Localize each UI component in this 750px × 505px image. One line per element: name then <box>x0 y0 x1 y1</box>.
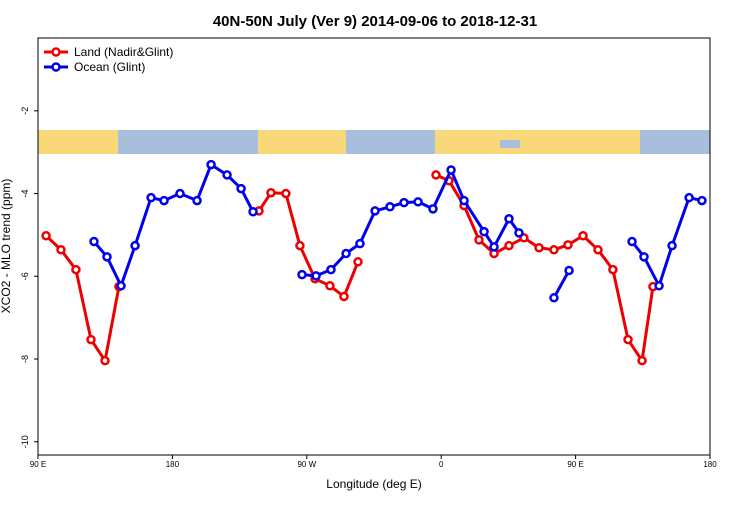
point <box>281 188 291 199</box>
point <box>370 206 380 216</box>
point <box>399 197 409 208</box>
point <box>341 248 351 259</box>
point <box>504 240 514 251</box>
point <box>385 202 395 212</box>
point <box>431 170 441 180</box>
point <box>222 170 232 180</box>
point <box>159 195 169 206</box>
point <box>89 236 99 247</box>
x-tick-label: 180 <box>166 460 180 469</box>
point <box>564 265 574 276</box>
chart-title: 40N-50N July (Ver 9) 2014-09-06 to 2018-… <box>213 13 537 30</box>
point <box>446 165 456 175</box>
y-tick-label: -10 <box>20 435 30 448</box>
point <box>608 264 618 275</box>
point <box>593 245 603 255</box>
y-tick-label: -6 <box>20 272 30 280</box>
point <box>206 159 216 170</box>
point <box>639 252 649 262</box>
point <box>428 204 438 214</box>
series-line <box>92 162 703 299</box>
map-strip <box>38 130 710 154</box>
x-tick-label: 0 <box>439 460 444 469</box>
point <box>102 252 112 262</box>
point <box>339 291 349 302</box>
point <box>667 240 677 251</box>
x-tick-label: 90 E <box>567 460 583 469</box>
point <box>413 197 423 207</box>
point <box>86 334 96 345</box>
point <box>41 230 51 241</box>
point <box>637 355 647 366</box>
point <box>130 240 140 251</box>
point <box>353 257 363 267</box>
point <box>192 195 202 206</box>
x-tick-label: 180 <box>703 460 717 469</box>
point <box>514 228 524 238</box>
y-tick-label: -2 <box>20 107 30 115</box>
legend-label: Land (Nadir&Glint) <box>74 45 173 59</box>
point <box>627 236 637 247</box>
point <box>71 264 81 275</box>
point <box>504 214 514 224</box>
point <box>236 183 246 194</box>
point <box>295 240 305 251</box>
point <box>549 245 559 255</box>
point <box>297 269 307 280</box>
point <box>549 293 559 303</box>
point <box>326 264 336 275</box>
point <box>248 207 258 217</box>
y-tick-label: -4 <box>20 190 30 198</box>
point <box>684 192 694 203</box>
plot-frame <box>37 37 711 456</box>
point <box>311 271 321 281</box>
point <box>325 281 335 291</box>
point <box>146 192 156 203</box>
point <box>56 245 66 255</box>
point <box>489 242 499 252</box>
point <box>175 188 185 199</box>
point <box>578 230 588 241</box>
point <box>100 355 110 366</box>
legend-label: Ocean (Glint) <box>74 60 145 74</box>
point <box>534 242 544 253</box>
x-axis-label: Longitude (deg E) <box>326 477 421 491</box>
point <box>266 187 276 198</box>
point <box>479 226 489 237</box>
point <box>116 281 126 291</box>
x-tick-label: 90 E <box>30 460 46 469</box>
point <box>654 281 664 291</box>
x-tick-label: 90 W <box>297 460 316 469</box>
legend-marker <box>51 62 61 72</box>
point <box>459 195 469 206</box>
point <box>623 334 633 345</box>
point <box>474 235 484 245</box>
point <box>697 195 707 206</box>
legend-marker <box>51 47 61 57</box>
y-axis-label: XCO2 - MLO trend (ppm) <box>0 179 13 314</box>
y-tick-label: -8 <box>20 355 30 363</box>
point <box>563 240 573 250</box>
point <box>355 238 365 249</box>
